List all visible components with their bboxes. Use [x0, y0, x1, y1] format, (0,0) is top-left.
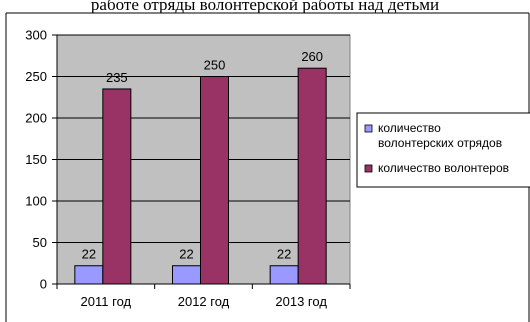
legend-label-volunteer-units: количество волонтерских отрядов — [378, 121, 502, 150]
data-label-volunteer-units: 22 — [82, 247, 96, 262]
legend-swatch-volunteer-units — [364, 124, 373, 133]
y-tick-label: 50 — [33, 235, 47, 250]
legend-label-volunteers: количество волонтеров — [378, 161, 509, 175]
bar-volunteer-units — [269, 265, 299, 285]
y-tick-label: 300 — [25, 28, 47, 43]
x-tick-label: 2012 год — [178, 294, 230, 309]
y-tick-label: 250 — [25, 69, 47, 84]
legend-box — [356, 112, 530, 188]
data-label-volunteer-units: 22 — [277, 247, 291, 262]
bar-volunteer-units — [172, 265, 201, 285]
bar-volunteer-units — [74, 265, 104, 285]
page-title: работе отряды волонтерской работы над де… — [90, 0, 440, 13]
data-label-volunteers: 250 — [204, 58, 226, 73]
x-tick-label: 2011 год — [81, 294, 132, 309]
bar-volunteers — [102, 88, 132, 285]
y-tick-label: 0 — [40, 277, 47, 292]
legend-swatch-volunteers — [364, 164, 373, 173]
data-label-volunteers: 235 — [106, 70, 128, 85]
data-label-volunteers: 260 — [301, 49, 323, 64]
x-tick-label: 2013 год — [275, 294, 327, 309]
y-tick-label: 150 — [25, 152, 47, 167]
y-tick-label: 100 — [25, 194, 47, 209]
y-tick-label: 200 — [25, 111, 47, 126]
bar-volunteers — [297, 67, 327, 285]
bar-volunteers — [200, 76, 229, 285]
data-label-volunteer-units: 22 — [179, 247, 193, 262]
